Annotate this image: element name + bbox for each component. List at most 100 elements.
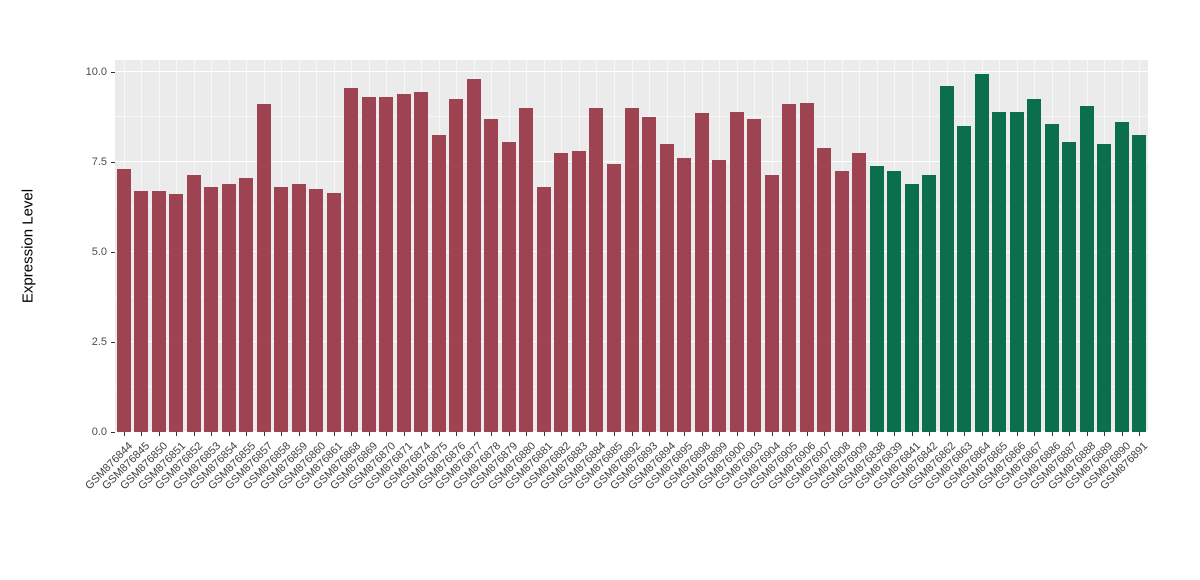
x-tick-mark (1121, 432, 1123, 436)
x-tick-mark (1104, 432, 1106, 436)
bar (151, 190, 166, 432)
x-tick-mark (386, 432, 388, 436)
bar (519, 108, 534, 432)
bar (484, 118, 499, 432)
bar (204, 187, 219, 432)
x-tick-mark (806, 432, 808, 436)
bar (326, 192, 341, 432)
bar (992, 111, 1007, 432)
bar (869, 165, 884, 432)
x-tick-mark (666, 432, 668, 436)
bar (659, 144, 674, 432)
y-tick-mark (111, 432, 115, 433)
x-tick-mark (141, 432, 143, 436)
bar (957, 126, 972, 432)
x-tick-mark (491, 432, 493, 436)
x-tick-mark (193, 432, 195, 436)
bar (256, 104, 271, 432)
x-tick-mark (316, 432, 318, 436)
bar (939, 86, 954, 432)
bar (712, 160, 727, 432)
plot-area (115, 60, 1148, 432)
y-tick-mark (111, 252, 115, 253)
x-tick-mark (771, 432, 773, 436)
x-tick-mark (263, 432, 265, 436)
x-tick-mark (859, 432, 861, 436)
bar (1027, 99, 1042, 432)
x-tick-mark (333, 432, 335, 436)
y-tick-mark (111, 162, 115, 163)
x-tick-mark (578, 432, 580, 436)
x-tick-mark (123, 432, 125, 436)
bar (536, 187, 551, 432)
x-tick-mark (508, 432, 510, 436)
bar (116, 169, 131, 432)
y-tick-mark (111, 72, 115, 73)
bar (309, 189, 324, 432)
x-tick-mark (561, 432, 563, 436)
bar (974, 73, 989, 432)
bar (1132, 135, 1147, 432)
x-tick-mark (894, 432, 896, 436)
x-tick-mark (158, 432, 160, 436)
bar (834, 171, 849, 432)
bar (344, 88, 359, 432)
x-tick-mark (701, 432, 703, 436)
bar (291, 183, 306, 432)
bar (747, 118, 762, 432)
x-tick-mark (438, 432, 440, 436)
bar (1097, 144, 1112, 432)
bar (361, 97, 376, 432)
x-tick-mark (946, 432, 948, 436)
x-tick-mark (754, 432, 756, 436)
x-tick-mark (981, 432, 983, 436)
bar (466, 79, 481, 432)
x-tick-mark (298, 432, 300, 436)
x-tick-mark (929, 432, 931, 436)
bar (677, 158, 692, 432)
bar (501, 142, 516, 432)
x-tick-mark (789, 432, 791, 436)
bar (1079, 106, 1094, 432)
x-tick-mark (543, 432, 545, 436)
x-tick-mark (351, 432, 353, 436)
bar (186, 174, 201, 432)
y-tick-label: 0.0 (91, 426, 107, 438)
x-tick-mark (876, 432, 878, 436)
y-tick-label: 7.5 (91, 156, 107, 168)
bar (887, 171, 902, 432)
x-tick-mark (1016, 432, 1018, 436)
x-tick-mark (649, 432, 650, 436)
bar (274, 187, 289, 432)
x-tick-mark (736, 432, 738, 436)
bar (1114, 122, 1129, 432)
bar (379, 97, 394, 432)
x-tick-mark (1086, 432, 1088, 436)
y-axis-title: Expression Level (19, 188, 37, 304)
x-tick-mark (403, 432, 405, 436)
bar (396, 93, 411, 432)
bar (606, 163, 621, 432)
x-tick-mark (526, 432, 528, 436)
x-tick-mark (613, 432, 615, 436)
y-tick-mark (111, 342, 115, 343)
x-tick-mark (596, 432, 598, 436)
x-tick-mark (824, 432, 826, 436)
bar (169, 194, 184, 432)
bar (624, 108, 639, 432)
bar (239, 178, 254, 432)
x-tick-mark (999, 432, 1001, 436)
y-tick-label: 2.5 (91, 336, 107, 348)
x-tick-mark (211, 432, 213, 436)
x-tick-mark (421, 432, 423, 436)
x-tick-mark (246, 432, 248, 436)
x-tick-mark (841, 432, 843, 436)
x-tick-mark (684, 432, 686, 436)
bar (782, 104, 797, 432)
bar (904, 183, 919, 432)
bar (414, 91, 429, 432)
bar (852, 153, 867, 432)
bar (571, 151, 586, 432)
bar (729, 111, 744, 432)
